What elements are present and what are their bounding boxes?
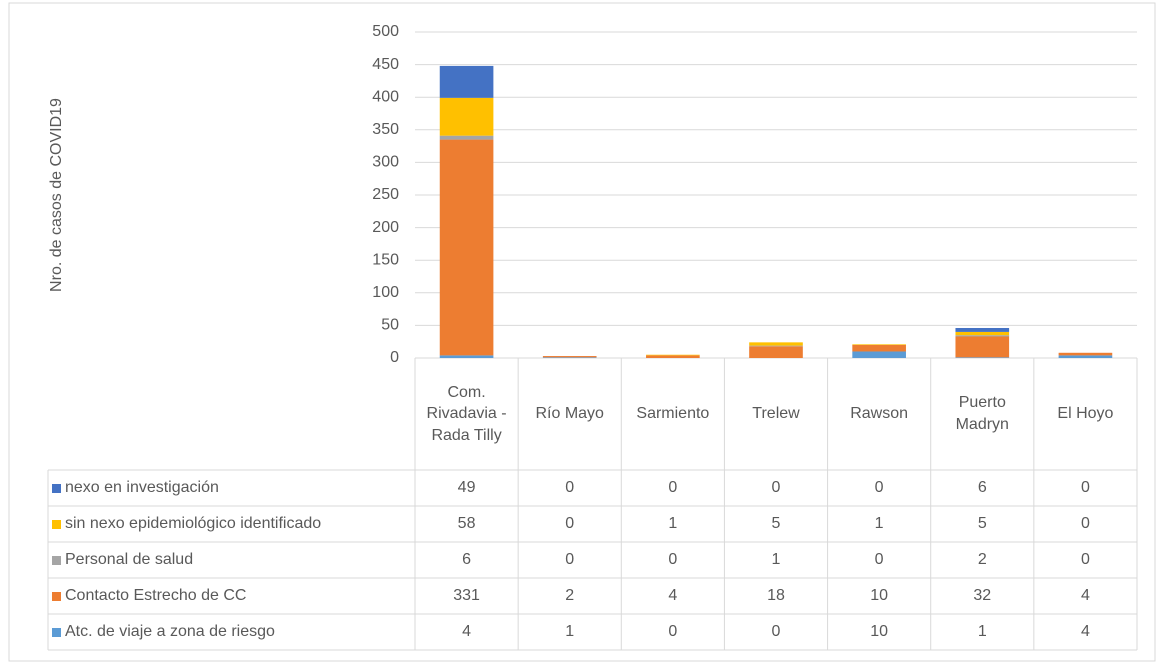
legend-entry: Personal de salud [48, 542, 415, 578]
table-value: 4 [462, 623, 472, 641]
legend-label: Contacto Estrecho de CC [65, 587, 247, 605]
table-value: 0 [1080, 515, 1090, 533]
x-tick-label: Trelew [752, 405, 800, 423]
bar-segment [955, 335, 1010, 337]
bar-segment [955, 336, 1010, 358]
y-tick-label: 300 [372, 154, 399, 171]
x-tick-label: Com. Rivadavia - Rada Tilly [426, 383, 507, 444]
table-value: 10 [870, 623, 889, 641]
table-value: 0 [565, 479, 575, 497]
table-value: 0 [1080, 479, 1090, 497]
y-tick-label: 200 [372, 219, 399, 236]
x-tick-label: Rawson [850, 405, 909, 423]
table-value: 58 [457, 515, 476, 533]
legend-entry: Contacto Estrecho de CC [48, 578, 415, 614]
x-tick-label: Sarmiento [636, 405, 710, 423]
y-tick-label: 250 [372, 186, 399, 203]
table-value: 2 [977, 551, 987, 569]
chart-border [8, 2, 1156, 662]
table-value: 0 [1080, 551, 1090, 569]
table-value: 4 [668, 587, 678, 605]
y-axis-label: Nro. de casos de COVID19 [48, 98, 65, 292]
y-tick-label: 400 [372, 88, 399, 105]
table-value: 0 [565, 551, 575, 569]
bar-segment [439, 139, 494, 356]
table-value: 331 [453, 587, 480, 605]
x-tick-label: Río Mayo [535, 405, 604, 423]
bar-segment [1058, 355, 1113, 358]
bar-segment [542, 357, 597, 358]
table-value: 1 [874, 515, 884, 533]
legend-label: Personal de salud [65, 551, 194, 569]
x-tick-label: Puerto Madryn [955, 394, 1009, 433]
y-tick-label: 450 [372, 56, 399, 73]
table-value: 0 [668, 623, 678, 641]
x-tick-label: El Hoyo [1057, 405, 1114, 423]
bar-segment [852, 344, 906, 352]
bar-segment [749, 345, 803, 347]
table-value: 6 [462, 551, 472, 569]
bar-segment [1058, 352, 1113, 356]
table-value: 1 [668, 515, 678, 533]
legend-key [52, 555, 61, 565]
table-value: 0 [874, 551, 884, 569]
table-value: 0 [668, 479, 678, 497]
table-value: 1 [977, 623, 987, 641]
bar-segment [955, 331, 1010, 336]
table-value: 1 [565, 623, 575, 641]
bar-segment [439, 135, 494, 140]
table-value: 0 [771, 623, 781, 641]
y-tick-label: 350 [372, 121, 399, 138]
y-tick-label: 500 [372, 23, 399, 40]
table-value: 5 [977, 515, 987, 533]
table-value: 5 [771, 515, 781, 533]
legend-label: Atc. de viaje a zona de riesgo [65, 623, 275, 641]
bar-segment [439, 97, 494, 136]
table-value: 4 [1080, 623, 1090, 641]
bar-segment [852, 344, 906, 345]
y-tick-label: 100 [372, 284, 399, 301]
table-value: 32 [973, 587, 992, 605]
table-value: 0 [771, 479, 781, 497]
y-tick-label: 50 [381, 317, 399, 334]
legend-key [52, 519, 61, 529]
table-value: 0 [668, 551, 678, 569]
bar-segment [439, 355, 494, 358]
bar-segment [852, 351, 906, 358]
table-value: 1 [771, 551, 781, 569]
legend-entry: Atc. de viaje a zona de riesgo [48, 614, 415, 650]
legend-key [52, 627, 61, 637]
bar-segment [542, 356, 597, 358]
legend-label: sin nexo epidemiológico identificado [65, 515, 322, 533]
table-value: 6 [977, 479, 987, 497]
bar-segment [955, 357, 1010, 358]
table-value: 4 [1080, 587, 1090, 605]
bar-segment [749, 342, 803, 346]
legend-entry: sin nexo epidemiológico identificado [48, 506, 415, 542]
y-tick-label: 150 [372, 251, 399, 268]
table-value: 2 [565, 587, 575, 605]
table-value: 0 [874, 479, 884, 497]
legend-entry: nexo en investigación [48, 470, 415, 506]
table-value: 0 [565, 515, 575, 533]
legend-label: nexo en investigación [65, 479, 219, 497]
bar-segment [749, 346, 803, 358]
bar-segment [646, 355, 700, 358]
table-value: 49 [457, 479, 476, 497]
bar-segment [439, 65, 494, 98]
table-value: 18 [767, 587, 785, 605]
bar-segment [955, 328, 1010, 332]
table-value: 10 [870, 587, 889, 605]
legend-key [52, 483, 61, 493]
bar-segment [646, 354, 700, 356]
y-tick-label: 0 [390, 349, 399, 366]
legend-key [52, 591, 61, 601]
